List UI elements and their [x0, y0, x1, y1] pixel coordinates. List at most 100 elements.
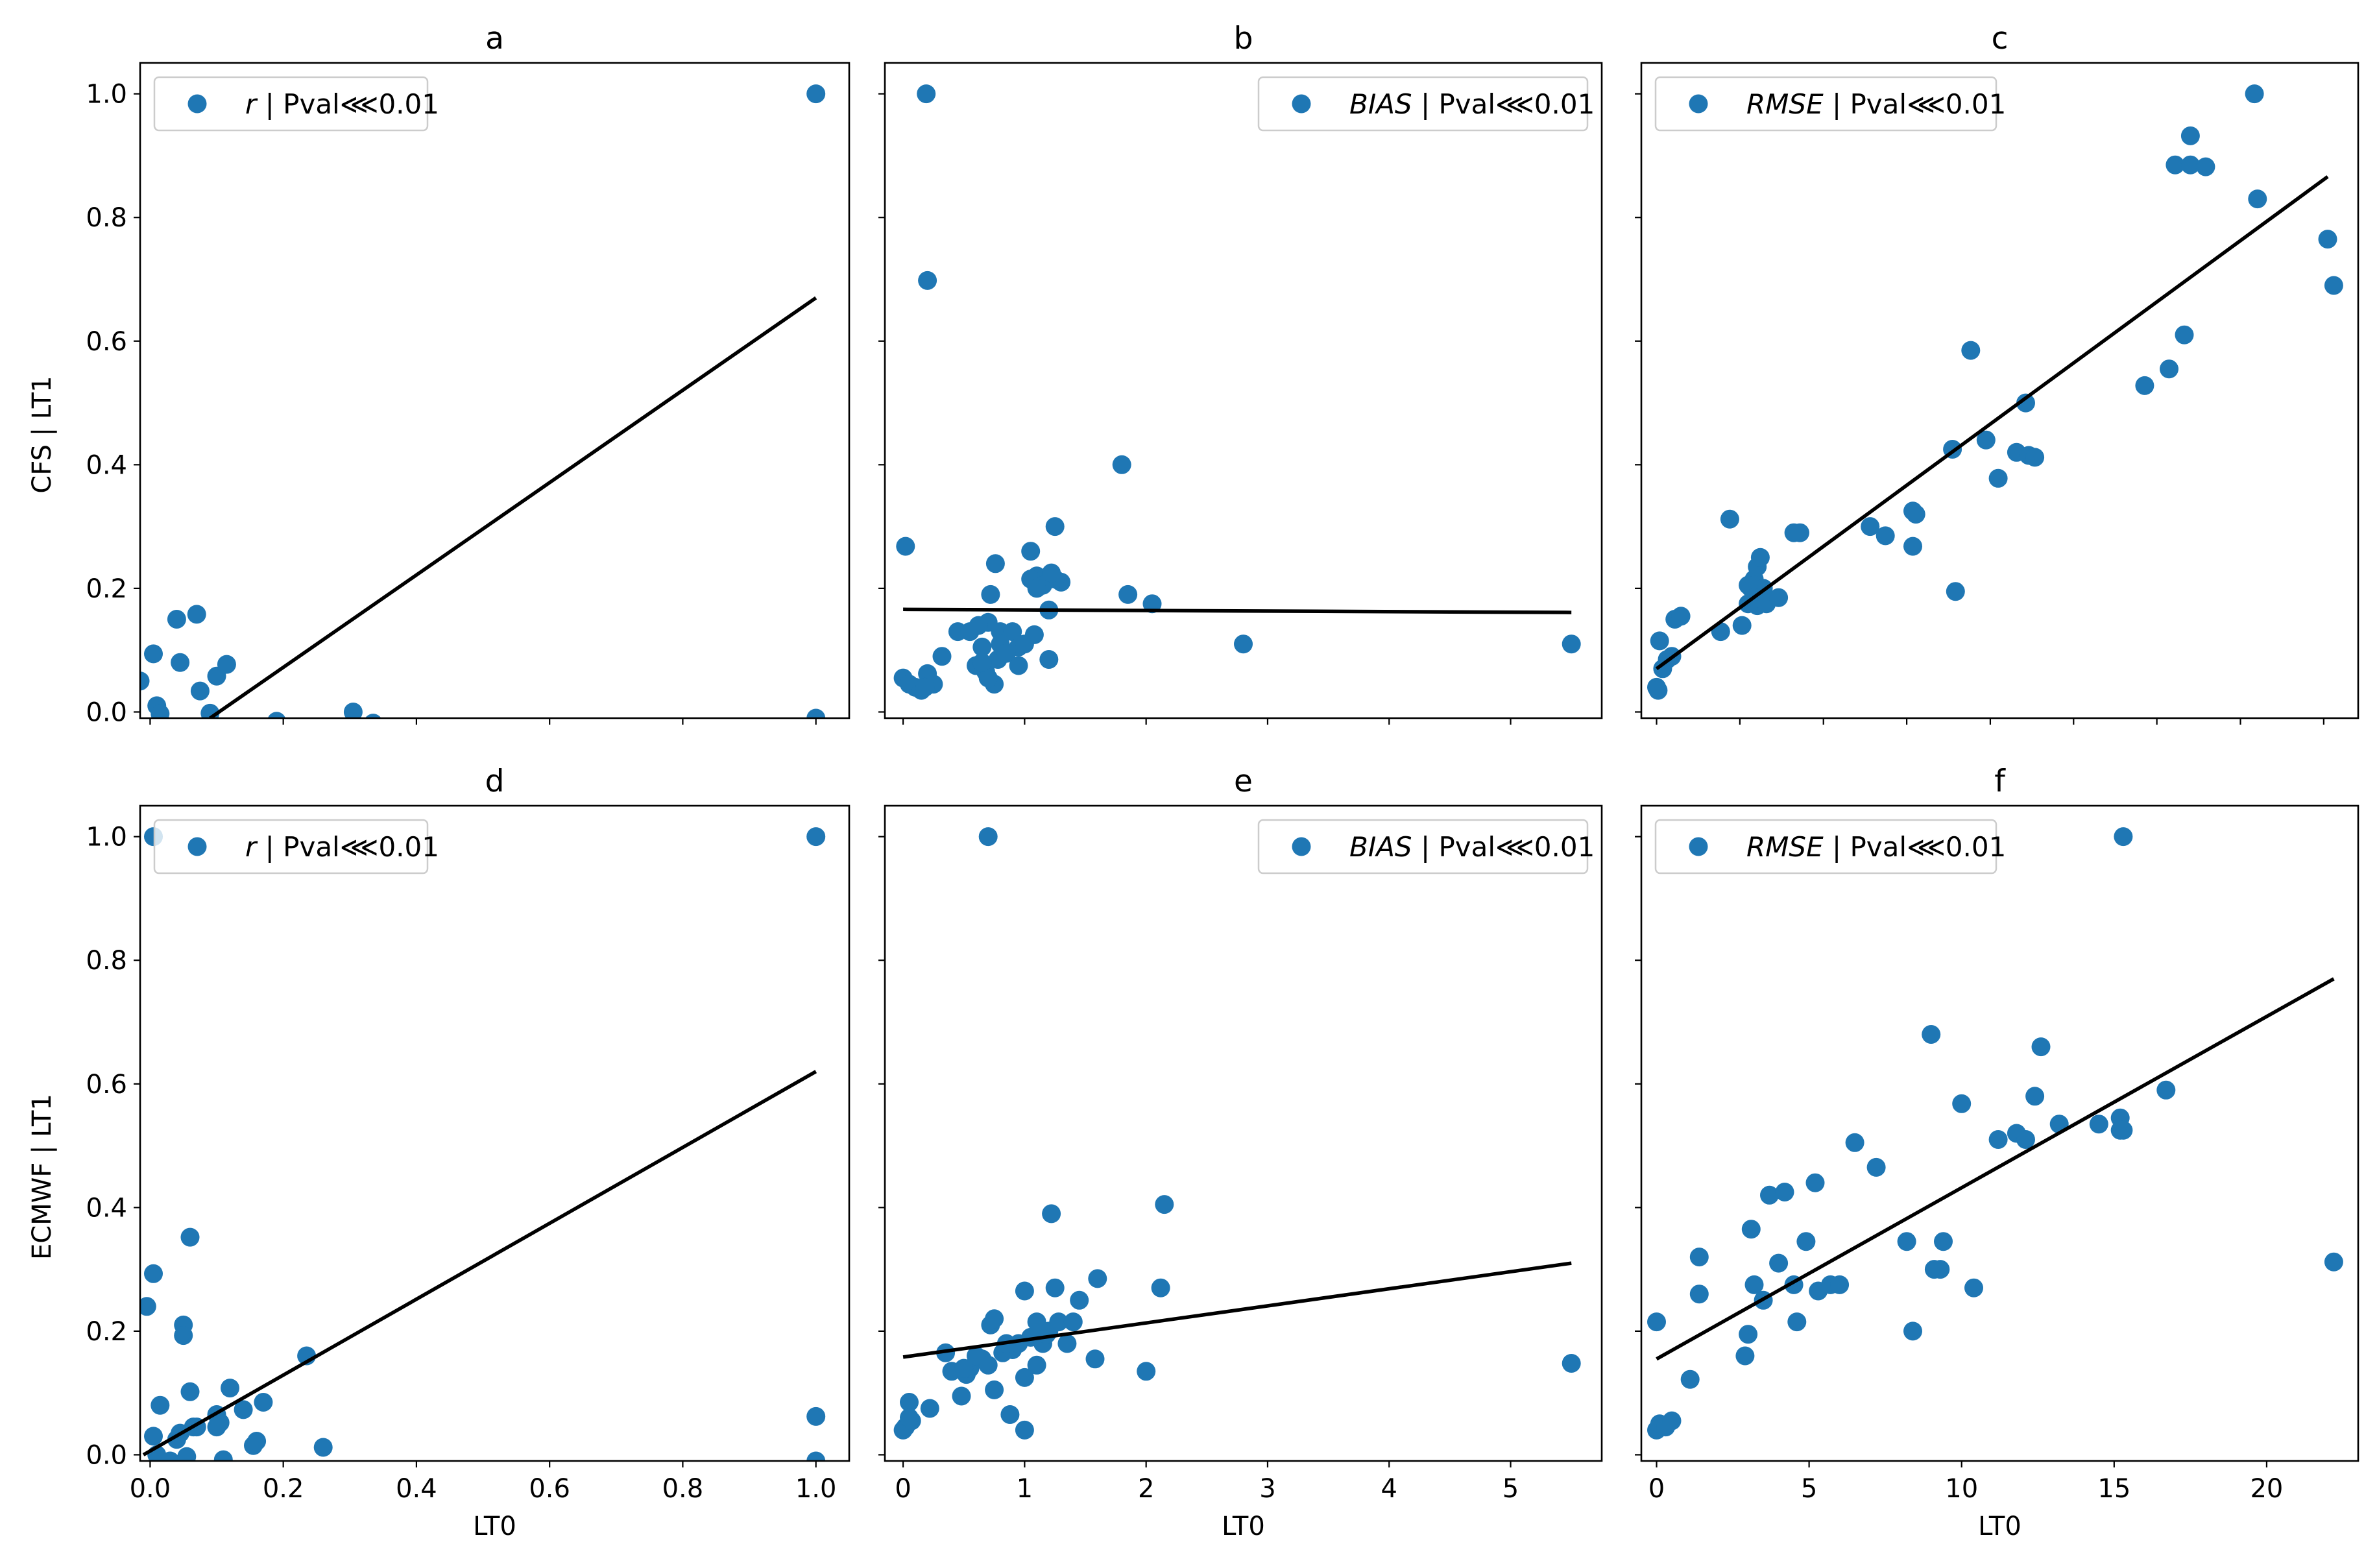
legend-pval: | Pval⋘0.01: [256, 831, 439, 863]
data-point: [210, 1413, 230, 1432]
data-point: [2089, 1115, 2108, 1134]
data-point: [140, 1297, 156, 1316]
data-point: [1085, 1349, 1105, 1369]
axes-frame: [139, 62, 851, 719]
x-tick-label: 0.4: [396, 1474, 437, 1504]
data-point: [1118, 585, 1138, 604]
legend-marker: [187, 837, 207, 856]
y-tick-label: 0.2: [86, 1317, 127, 1347]
legend-metric: BIAS: [1349, 88, 1412, 120]
data-point: [972, 637, 992, 657]
data-point: [2016, 1130, 2035, 1149]
x-tick-label: 2: [1138, 1474, 1154, 1504]
data-point: [1027, 579, 1046, 598]
data-point: [1671, 607, 1691, 626]
x-tick-label: 10: [1945, 1474, 1978, 1504]
data-point: [1662, 1411, 1682, 1430]
data-point: [217, 655, 236, 674]
legend-marker: [1292, 94, 1311, 114]
data-point: [1830, 1275, 1850, 1294]
data-point: [1961, 341, 1981, 360]
x-tick-label: 20: [2250, 1474, 2283, 1504]
panel-d: 0.0 0.2 0.4 0.6 0.8 1.0 0.0 0.2 0.4 0.6 0.8 1.0 d LT0…: [86, 764, 851, 1541]
data-point: [1861, 517, 1880, 537]
data-point: [1976, 430, 1996, 450]
y-tick-label: 0.4: [86, 450, 127, 480]
y-tick-label: 0.6: [86, 327, 127, 357]
legend-label: r | Pval⋘0.01: [245, 88, 439, 120]
panel-c: c RMSE | Pval⋘0.01: [1635, 21, 2359, 725]
panel-b: b BIAS | Pval⋘0.01: [878, 21, 1603, 725]
data-point: [187, 605, 206, 624]
y-tick-label: 0.4: [86, 1193, 127, 1223]
y-tick-label: 0.0: [86, 697, 127, 727]
x-tick-label: 15: [2097, 1474, 2130, 1504]
data-point: [1732, 616, 1752, 635]
data-point: [1070, 1290, 1089, 1310]
x-tick-label: 0.8: [662, 1474, 704, 1504]
legend-box: [1654, 76, 1997, 132]
data-point: [180, 1382, 200, 1401]
data-point: [806, 1406, 826, 1426]
data-point: [1964, 1278, 1983, 1297]
data-point: [1648, 681, 1668, 700]
data-point: [1735, 1346, 1755, 1366]
data-point: [806, 827, 826, 847]
data-point: [2245, 84, 2264, 104]
data-point: [1876, 526, 1895, 546]
legend-box: [1654, 819, 1997, 874]
data-point: [2175, 325, 2194, 344]
y-tick-label: 0.0: [86, 1440, 127, 1470]
data-point: [915, 677, 935, 697]
points-e: [893, 827, 1581, 1440]
data-point: [996, 644, 1016, 663]
data-point: [365, 714, 381, 718]
data-point: [1088, 1269, 1107, 1288]
data-point: [896, 537, 915, 556]
data-point: [234, 1400, 253, 1419]
x-tick-label: 4: [1381, 1474, 1397, 1504]
data-point: [1760, 1185, 1779, 1205]
data-point: [1063, 1312, 1083, 1332]
y-tick-label: 0.8: [86, 203, 127, 233]
data-point: [1897, 1232, 1916, 1251]
y-tick-label: 0.6: [86, 1070, 127, 1100]
data-point: [1650, 631, 1669, 651]
data-point: [151, 704, 170, 718]
data-point: [985, 1309, 1004, 1329]
legend-metric: BIAS: [1349, 831, 1412, 863]
data-point: [167, 610, 186, 629]
axes-frame: [139, 804, 851, 1462]
data-point: [1021, 542, 1041, 561]
x-tick-label: 0: [1648, 1474, 1665, 1504]
data-point: [1689, 1248, 1709, 1267]
data-point: [900, 1393, 919, 1412]
data-point: [1903, 501, 1922, 521]
legend-metric: r: [245, 88, 258, 120]
data-point: [985, 1380, 1004, 1399]
data-point: [2135, 376, 2154, 395]
regression-line: [1655, 175, 2329, 671]
data-point: [972, 653, 992, 672]
row-label-top: CFS | LT1: [27, 376, 57, 493]
data-point: [1845, 1133, 1864, 1152]
legend-label: RMSE | Pval⋘0.01: [1746, 831, 2006, 863]
legend-pval: | Pval⋘0.01: [1412, 831, 1595, 863]
data-point: [1934, 1232, 1953, 1251]
legend-label: RMSE | Pval⋘0.01: [1746, 88, 2006, 120]
legend: BIAS | Pval⋘0.01: [1257, 76, 1595, 132]
legend-pval: | Pval⋘0.01: [1412, 88, 1595, 120]
x-axis-label: LT0: [473, 1512, 516, 1541]
data-point: [267, 712, 286, 718]
data-point: [343, 703, 363, 718]
data-point: [1042, 1204, 1061, 1224]
data-point: [151, 1395, 170, 1415]
data-point: [1137, 1362, 1156, 1381]
data-point: [1039, 650, 1059, 669]
x-axis-label: LT0: [1978, 1512, 2021, 1541]
data-point: [174, 1326, 193, 1345]
data-point: [1796, 1232, 1816, 1251]
legend-pval: | Pval⋘0.01: [256, 88, 439, 120]
data-point: [978, 668, 998, 688]
